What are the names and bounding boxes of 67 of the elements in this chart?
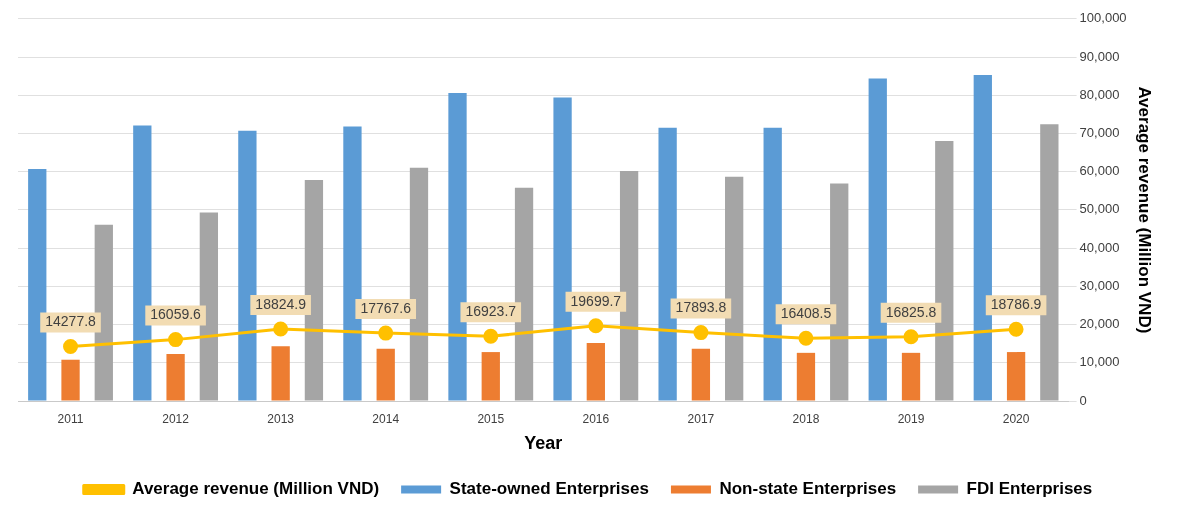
bar — [901, 352, 921, 401]
legend-label: State-owned Enterprises — [449, 479, 649, 499]
bar — [868, 78, 887, 401]
x-tick-label: 2017 — [687, 411, 715, 426]
x-tick-label: 2020 — [1002, 411, 1030, 426]
x-tick-label: 2015 — [477, 411, 505, 426]
data-label: 16408.5 — [780, 305, 832, 322]
bar — [238, 130, 257, 401]
bar — [586, 342, 605, 401]
bar — [409, 167, 429, 401]
y-axis-title: Average revenue (Million VND) — [1135, 86, 1155, 334]
bar — [94, 224, 113, 401]
data-label: 18786.9 — [990, 296, 1042, 313]
bar — [304, 180, 324, 401]
bar — [619, 170, 639, 401]
bar — [376, 348, 395, 401]
bar — [481, 352, 500, 401]
bar — [935, 141, 954, 401]
x-axis-title: Year — [524, 433, 563, 454]
x-tick-label: 2013 — [267, 411, 295, 426]
bar — [514, 187, 534, 401]
y-tick-label: 20,000 — [1079, 316, 1120, 332]
y-tick-label: 100,000 — [1079, 10, 1127, 26]
x-tick-label: 2012 — [162, 411, 190, 426]
data-label: 19699.7 — [570, 292, 622, 309]
data-label: 16059.6 — [150, 306, 202, 323]
y-tick-label: 30,000 — [1079, 277, 1120, 293]
bar — [28, 169, 47, 401]
bar — [1006, 352, 1026, 401]
x-tick-label: 2018 — [792, 411, 820, 426]
y-tick-label: 0 — [1079, 392, 1087, 408]
data-label: 16923.7 — [465, 303, 517, 320]
bar — [133, 125, 152, 401]
bar — [61, 359, 80, 401]
legend-label: Non-state Enterprises — [719, 479, 897, 499]
x-tick-label: 2019 — [897, 411, 925, 426]
bar — [448, 92, 467, 401]
bar — [658, 127, 677, 401]
y-tick-label: 70,000 — [1079, 125, 1120, 141]
bar — [830, 183, 849, 401]
x-tick-label: 2016 — [582, 411, 610, 426]
bar — [166, 353, 185, 401]
bar — [973, 74, 992, 401]
legend-label: Average revenue (Million VND) — [132, 479, 380, 499]
y-tick-label: 10,000 — [1079, 354, 1120, 370]
y-tick-label: 80,000 — [1079, 86, 1120, 102]
bar — [199, 212, 219, 401]
bar — [763, 127, 782, 401]
bar — [343, 126, 362, 401]
bar — [271, 346, 290, 401]
bar — [1040, 124, 1059, 401]
data-label: 18824.9 — [255, 295, 307, 312]
data-label: 14277.8 — [45, 313, 97, 330]
data-label: 17893.8 — [675, 299, 727, 316]
bar — [691, 348, 711, 401]
y-tick-label: 60,000 — [1079, 163, 1120, 179]
x-tick-label: 2011 — [57, 411, 84, 426]
y-tick-label: 50,000 — [1079, 201, 1120, 217]
y-tick-label: 90,000 — [1079, 48, 1120, 64]
bar — [553, 97, 572, 401]
x-tick-label: 2014 — [372, 411, 400, 426]
legend-label: FDI Enterprises — [966, 479, 1093, 499]
bar — [796, 352, 816, 401]
bar — [725, 176, 744, 401]
data-label: 17767.6 — [360, 299, 412, 316]
y-tick-label: 40,000 — [1079, 239, 1120, 255]
data-label: 16825.8 — [885, 303, 937, 320]
